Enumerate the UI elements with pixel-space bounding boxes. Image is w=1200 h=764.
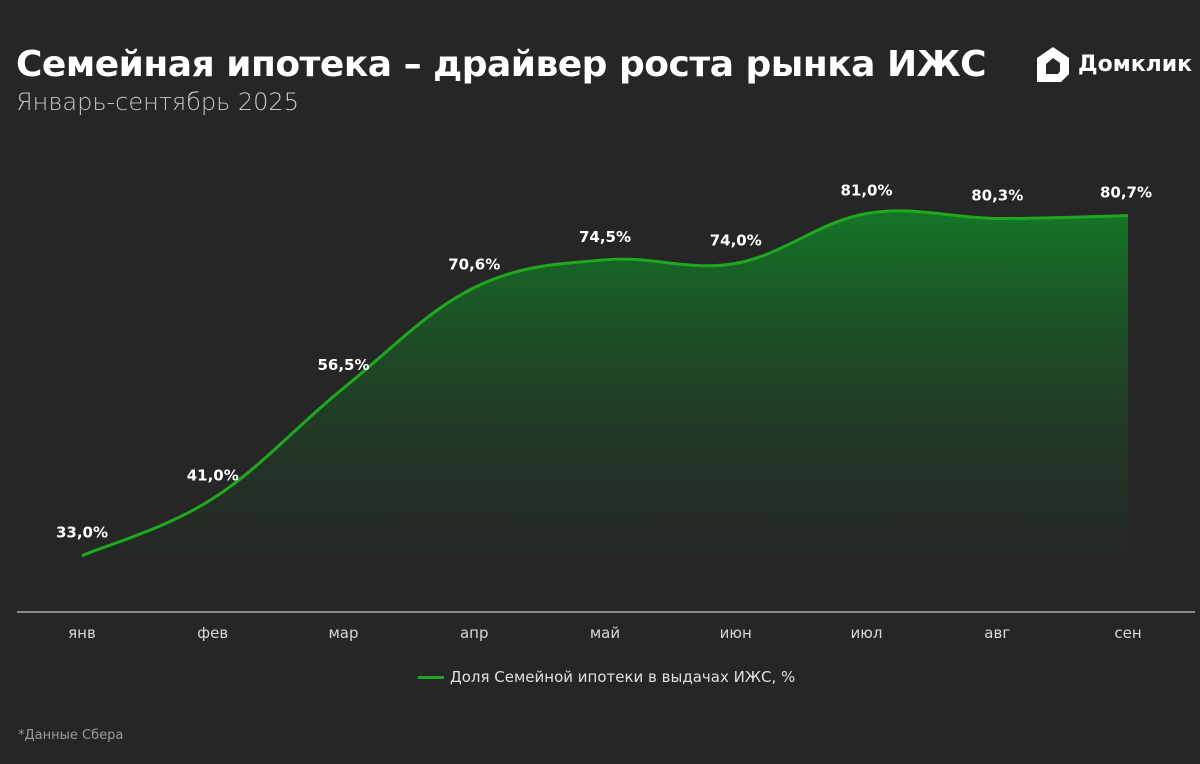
data-label: 80,3%: [971, 186, 1023, 204]
legend-label: Доля Семейной ипотеки в выдачах ИЖС, %: [450, 668, 796, 686]
x-tick-label: авг: [984, 624, 1010, 642]
x-tick-label: янв: [68, 624, 96, 642]
x-tick-label: сен: [1114, 624, 1141, 642]
data-label: 41,0%: [187, 467, 239, 485]
data-label: 56,5%: [317, 356, 369, 374]
house-logo-icon: [1037, 47, 1069, 82]
x-tick-label: мар: [328, 624, 358, 642]
data-label: 74,5%: [579, 228, 631, 246]
x-tick-label: июл: [851, 624, 883, 642]
domclick-logo: Домклик: [1034, 44, 1192, 84]
series-area: [82, 210, 1128, 595]
data-label: 80,7%: [1100, 184, 1152, 202]
legend-swatch: [418, 675, 444, 679]
chart-subtitle: Январь-сентябрь 2025: [16, 88, 299, 116]
data-label: 33,0%: [56, 524, 108, 542]
chart-title: Семейная ипотека – драйвер роста рынка И…: [16, 44, 987, 85]
legend: Доля Семейной ипотеки в выдачах ИЖС, %: [418, 668, 795, 686]
x-tick-label: фев: [197, 624, 228, 642]
data-label: 70,6%: [448, 256, 500, 274]
series-line: [81, 209, 1129, 558]
data-label: 81,0%: [840, 181, 892, 199]
x-tick-label: май: [590, 624, 620, 642]
x-tick-label: апр: [460, 624, 489, 642]
x-tick-label: июн: [720, 624, 752, 642]
logo-text: Домклик: [1078, 51, 1193, 77]
footnote: *Данные Сбера: [18, 728, 124, 743]
data-label: 74,0%: [710, 231, 762, 249]
